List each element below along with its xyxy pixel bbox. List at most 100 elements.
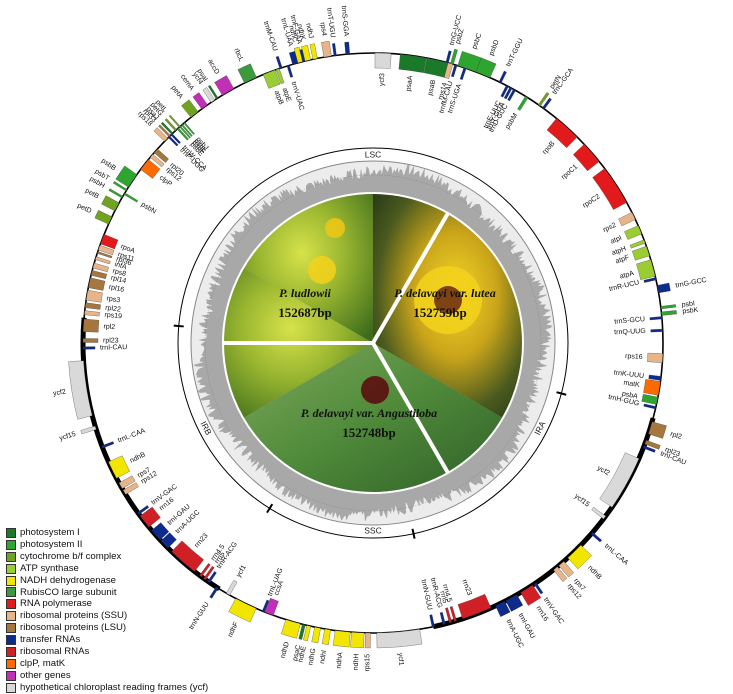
gene-label: rps3 — [106, 295, 121, 304]
gene-trnc-gca — [542, 97, 552, 110]
gene-label: rps16 — [625, 353, 643, 361]
region-ssc: SSC — [364, 525, 381, 535]
gene-label: rps14 — [437, 82, 448, 101]
region-lsc: LSC — [365, 149, 382, 159]
gene-label: rpl36 — [115, 256, 132, 268]
gene-rbcl — [237, 63, 257, 84]
gene-label: atpI — [610, 235, 624, 246]
gene-trny-gua — [503, 87, 513, 100]
gene-psba — [641, 394, 659, 405]
gene-label: petA — [170, 85, 185, 101]
gene-label: psaC — [292, 644, 303, 662]
gene-rpl2 — [648, 421, 667, 439]
gene-rpoc2 — [592, 168, 627, 210]
gene-rps7 — [558, 561, 574, 578]
gene-ndhj — [309, 43, 318, 60]
gene-label: ycf3 — [379, 73, 386, 86]
gene-label: psbM — [504, 112, 519, 130]
gene-ycf4 — [202, 87, 216, 103]
gene-rpl14 — [90, 270, 107, 279]
gene-rpl20 — [153, 148, 169, 163]
gene-trnw-cca — [170, 133, 181, 144]
gene-trnq-uug — [650, 328, 663, 333]
gene-label: rpl22 — [105, 305, 121, 314]
photo-border — [222, 192, 524, 494]
legend-item: cytochrome b/f complex — [6, 551, 208, 563]
flower-angustiloba — [361, 376, 389, 404]
gene-label: ndhB — [129, 451, 147, 465]
gene-label: psbD — [488, 39, 501, 57]
gene-label: trnK-UUU — [613, 369, 644, 380]
gene-label: infA — [114, 261, 128, 271]
gene-ycf2 — [68, 360, 93, 420]
gene-psbb — [115, 165, 138, 188]
gene-rps2 — [618, 212, 636, 227]
gene-label: rpoC2 — [582, 193, 602, 209]
center-captions: P. ludlowii 152687bp P. delavayi var. lu… — [278, 286, 495, 440]
flower-ludlowii-bud — [325, 218, 345, 238]
gene-atpi — [624, 225, 642, 240]
gene-blocks — [68, 40, 677, 649]
gene-ccsa — [264, 597, 279, 616]
legend-item: photosystem I — [6, 527, 208, 539]
gene-label: ycf1 — [396, 653, 404, 667]
gene-trnt-ugu — [332, 43, 337, 56]
gene-label: matK — [623, 380, 641, 390]
gene-label: trnT-UGU — [325, 7, 336, 38]
gene-rps12 — [122, 482, 139, 495]
legend-item: RubisCO large subunit — [6, 587, 208, 599]
gene-rpob — [546, 118, 578, 148]
gene-rrn16 — [520, 584, 542, 606]
gene-psbt — [113, 181, 128, 192]
gene-rps12 — [149, 154, 165, 168]
gene-label: psbI — [681, 300, 695, 309]
gene-rpoc1 — [573, 144, 600, 172]
legend-swatch — [6, 563, 16, 574]
flower-ludlowii — [308, 256, 336, 284]
gene-rpl23 — [644, 440, 661, 450]
legend-swatch — [6, 670, 16, 681]
legend-item: hypothetical chloroplast reading frames … — [6, 682, 208, 694]
gene-rrn4-5 — [199, 563, 211, 578]
legend-label: photosystem II — [20, 538, 83, 550]
legend-label: photosystem I — [20, 527, 80, 538]
inner-region-circle — [177, 147, 569, 539]
gene-label: psbN — [140, 201, 158, 215]
gene-label: petD — [76, 202, 92, 215]
gene-label: ndhJ — [304, 23, 314, 39]
gene-rrn5 — [203, 565, 215, 581]
gene-label: rrn5 — [438, 590, 448, 604]
genome-length-ludlowii: 152687bp — [278, 305, 331, 320]
gene-label: rps15 — [364, 654, 371, 672]
gene-label: trnI-CAU — [100, 344, 127, 351]
photo-divider — [371, 211, 451, 344]
gene-rrn16 — [139, 506, 161, 528]
gene-atpa — [636, 259, 656, 280]
gene-label: psaA — [405, 75, 414, 92]
species-name-ludlowii: P. ludlowii — [279, 286, 331, 300]
gene-trni-gau — [505, 594, 524, 612]
gene-label: ndhG — [307, 648, 317, 666]
gene-rpl22 — [84, 302, 101, 310]
gene-label: atpF — [615, 254, 631, 265]
legend-swatch — [6, 658, 16, 669]
gene-psbj — [183, 122, 195, 135]
gene-trns-uga — [459, 67, 467, 80]
gene-trni-cau — [643, 445, 656, 453]
gene-atpf — [632, 246, 650, 261]
gene-label: atpB — [273, 90, 285, 106]
gene-label: psbZ — [455, 27, 466, 45]
gene-petd — [94, 210, 113, 225]
gene-label: psbA — [621, 391, 638, 401]
gene-rrn5 — [445, 607, 452, 623]
gene-label: trnS-GCU — [614, 316, 645, 326]
gene-ycf1 — [376, 629, 423, 649]
gene-infa — [95, 256, 111, 265]
legend-swatch — [6, 527, 16, 538]
gene-ndhb — [567, 544, 592, 570]
gene-label: rps4 — [318, 22, 327, 37]
gene-trna-ugc — [495, 601, 511, 617]
legend-item: ATP synthase — [6, 563, 208, 575]
gene-label: rps8 — [112, 268, 127, 278]
